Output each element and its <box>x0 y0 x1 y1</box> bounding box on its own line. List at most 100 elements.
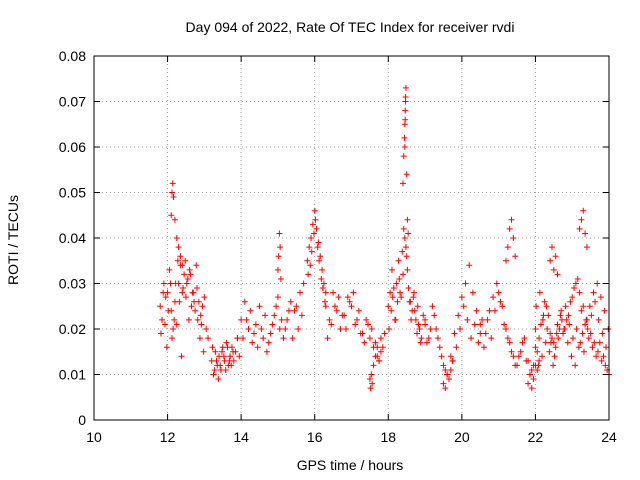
data-point <box>200 348 207 355</box>
data-point <box>280 335 287 342</box>
data-point <box>536 357 543 364</box>
data-point <box>319 285 326 292</box>
data-point <box>464 316 471 323</box>
data-point <box>344 294 351 301</box>
data-point <box>368 326 375 332</box>
data-point <box>273 303 280 310</box>
x-tick-label: 10 <box>86 429 102 445</box>
data-point <box>552 253 559 260</box>
data-point <box>184 275 191 282</box>
data-point <box>320 280 327 287</box>
data-point <box>398 294 405 301</box>
data-point <box>515 353 522 360</box>
data-point <box>394 298 401 305</box>
data-point <box>512 362 519 369</box>
y-tick-label: 0.06 <box>59 139 86 155</box>
data-point <box>493 280 500 287</box>
data-point <box>573 326 580 332</box>
data-point <box>558 307 565 314</box>
data-point <box>554 321 561 328</box>
data-point <box>188 303 195 310</box>
data-point <box>572 280 579 287</box>
data-point <box>180 285 187 292</box>
data-point <box>598 357 605 364</box>
data-point <box>404 216 411 223</box>
data-point <box>510 235 517 241</box>
data-point <box>196 335 203 342</box>
data-point <box>429 303 436 310</box>
data-point <box>205 335 212 342</box>
data-point <box>423 339 430 346</box>
data-point <box>550 362 557 369</box>
data-point <box>308 235 315 241</box>
data-point <box>342 326 349 332</box>
data-point <box>183 280 190 287</box>
data-point <box>355 307 362 314</box>
data-point <box>400 153 407 160</box>
data-point <box>350 289 357 296</box>
data-point <box>314 244 321 251</box>
data-point <box>536 289 543 296</box>
data-point <box>337 326 344 332</box>
data-point <box>508 348 515 355</box>
data-point <box>401 235 408 241</box>
data-point <box>495 289 502 296</box>
data-point <box>557 312 564 319</box>
data-point <box>438 353 445 360</box>
data-point <box>186 266 193 273</box>
data-point <box>230 348 237 355</box>
data-point <box>499 303 506 310</box>
data-point <box>599 330 606 337</box>
data-point <box>277 275 284 282</box>
data-point <box>521 335 528 342</box>
data-point <box>480 344 487 351</box>
data-point <box>212 348 219 355</box>
data-point <box>402 84 409 91</box>
data-point <box>276 230 283 237</box>
data-point <box>269 321 276 328</box>
data-point <box>192 307 199 314</box>
data-point <box>399 248 406 255</box>
data-point <box>201 294 208 301</box>
data-point <box>379 344 386 351</box>
data-point <box>168 335 175 342</box>
data-point <box>486 307 493 314</box>
data-point <box>402 98 409 105</box>
y-tick-label: 0.08 <box>59 48 86 64</box>
data-point <box>477 321 484 328</box>
data-point <box>322 303 329 310</box>
data-point <box>322 298 329 305</box>
data-point <box>295 326 302 332</box>
chart-title: Day 094 of 2022, Rate Of TEC Index for r… <box>186 19 515 35</box>
data-point <box>220 353 227 360</box>
data-point <box>475 339 482 346</box>
data-point <box>488 335 495 342</box>
data-point <box>191 298 198 305</box>
y-tick-label: 0.05 <box>59 185 86 201</box>
data-point <box>580 303 587 310</box>
data-point <box>179 289 186 296</box>
data-point <box>548 244 555 251</box>
data-point <box>431 312 438 319</box>
data-point <box>582 230 589 237</box>
data-point <box>328 321 335 328</box>
x-tick-label: 22 <box>528 429 544 445</box>
data-point <box>258 326 265 332</box>
data-point <box>215 376 222 383</box>
data-point <box>593 353 600 360</box>
data-point <box>519 339 526 346</box>
data-point <box>182 257 189 264</box>
data-point <box>402 116 409 123</box>
data-point <box>462 280 469 287</box>
data-point <box>203 326 210 332</box>
data-point <box>449 357 456 364</box>
data-point <box>602 362 609 369</box>
data-point <box>490 294 497 301</box>
data-point <box>372 339 379 346</box>
data-point <box>369 380 376 387</box>
y-axis-label: ROTI / TECUs <box>5 195 21 285</box>
data-point <box>381 330 388 337</box>
data-point <box>163 344 170 351</box>
data-point <box>413 330 420 337</box>
data-point <box>157 330 164 337</box>
